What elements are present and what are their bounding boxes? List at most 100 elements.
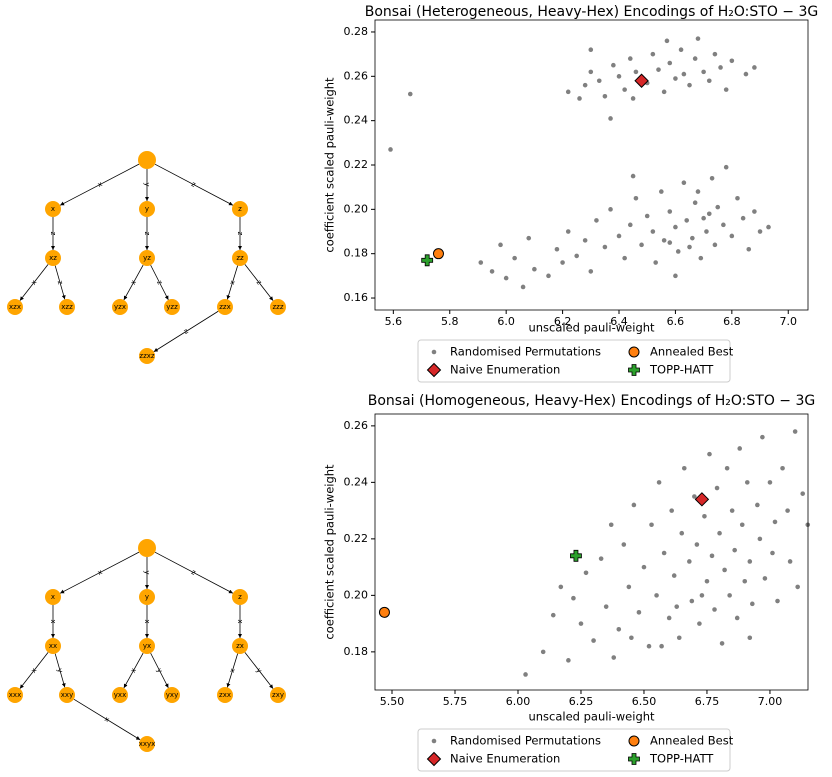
point (712, 51, 718, 57)
point (681, 71, 687, 77)
point (611, 655, 617, 660)
point (678, 47, 684, 53)
x-tick-label: 6.8 (723, 315, 741, 328)
point (718, 65, 723, 70)
tree-edge (150, 264, 169, 301)
tree-edge (154, 551, 234, 594)
point (588, 69, 594, 75)
point (644, 213, 650, 219)
point (621, 542, 627, 547)
point (692, 494, 697, 499)
point (701, 215, 706, 221)
point (674, 604, 680, 609)
point (701, 69, 706, 75)
point (695, 36, 701, 41)
edge-label: y (143, 570, 151, 574)
y-tick-label: 0.18 (344, 247, 369, 260)
point (687, 244, 692, 250)
y-axis-label: coefficient scaled pauli-weight (323, 464, 337, 640)
point (630, 96, 636, 101)
point (616, 74, 622, 79)
edge-label: y (143, 182, 151, 186)
point (704, 229, 709, 234)
edge-label: z (236, 232, 244, 236)
tree-node (232, 250, 248, 266)
tree-node (164, 299, 180, 315)
point (766, 224, 771, 230)
y-tick-label: 0.20 (344, 588, 369, 601)
tree-edge (226, 653, 239, 688)
edge-label: x (236, 619, 244, 623)
point (666, 615, 672, 621)
point (673, 273, 678, 279)
point (667, 240, 673, 245)
point (578, 621, 584, 626)
edge-label: x (143, 619, 151, 623)
tree-node (217, 299, 233, 315)
point (729, 233, 735, 239)
tree-edge (226, 265, 239, 300)
point (407, 91, 413, 97)
point (571, 595, 576, 601)
point (526, 235, 532, 241)
edge-label: x (49, 619, 57, 623)
point (520, 284, 526, 290)
point (498, 242, 503, 248)
point (649, 522, 654, 528)
x-tick-label: 6.2 (554, 315, 572, 328)
legend-label: Randomised Permutations (450, 345, 601, 359)
point (611, 62, 616, 68)
legend-box (417, 728, 731, 772)
tree-node (164, 687, 180, 703)
point (715, 204, 721, 210)
tree-node (45, 250, 61, 266)
x-tick-label: 5.6 (385, 315, 403, 328)
node-label: x (51, 205, 55, 213)
legend-label: Annealed Best (650, 345, 734, 359)
point (709, 176, 715, 181)
tree-edge (150, 652, 169, 689)
edge-label: x (228, 667, 237, 673)
point (787, 559, 793, 564)
point (608, 116, 613, 121)
x-tick-label: 6.75 (695, 695, 720, 708)
point (717, 530, 722, 536)
tree-node (138, 151, 156, 169)
point (727, 593, 732, 598)
edge-label: y (56, 667, 65, 673)
y-tick-label: 0.16 (344, 291, 369, 304)
edge-label: x (228, 279, 237, 285)
point (646, 643, 652, 649)
point (746, 246, 752, 252)
tree-edge (244, 652, 274, 689)
point (622, 87, 627, 92)
point (560, 260, 565, 265)
point (602, 93, 608, 99)
point (692, 56, 698, 61)
node-label: yxy (166, 691, 178, 699)
node-label: xxx (9, 691, 21, 699)
edge-label: z (190, 180, 197, 189)
tree-node (45, 589, 61, 605)
edge-label: z (143, 232, 151, 236)
tree-node (139, 250, 155, 266)
y-tick-label: 0.20 (344, 202, 369, 215)
legend-marker (426, 751, 442, 767)
point (740, 215, 746, 221)
node-label: xzx (9, 303, 21, 311)
point (622, 255, 627, 261)
point (629, 635, 634, 641)
tree-node (59, 299, 75, 315)
point (712, 242, 718, 248)
point (608, 522, 614, 528)
point (757, 536, 763, 542)
point (723, 164, 729, 170)
point (565, 229, 571, 234)
point (661, 550, 667, 556)
point (503, 275, 509, 281)
edge-label: x (103, 715, 111, 724)
point (800, 491, 806, 496)
y-tick-label: 0.18 (344, 645, 369, 658)
point (388, 147, 393, 152)
point (695, 189, 701, 194)
